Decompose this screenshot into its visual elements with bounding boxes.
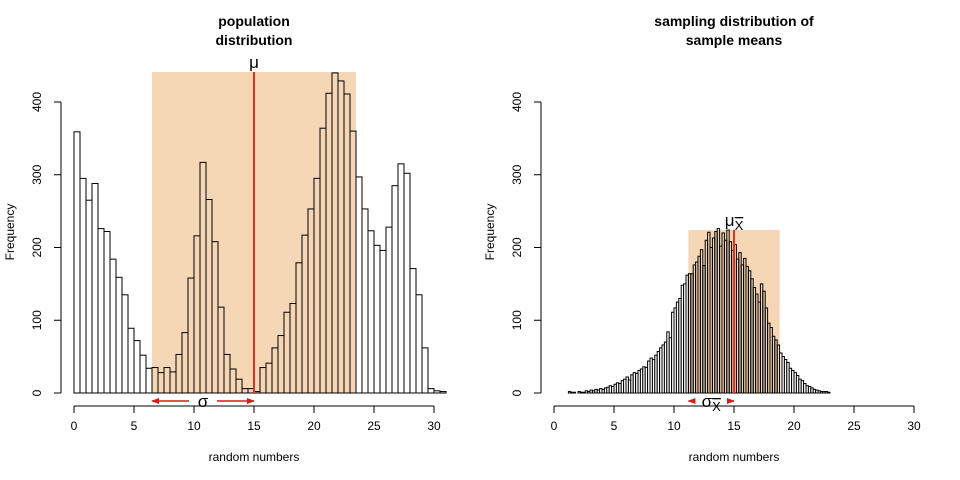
chart-title-line-2: sample means — [686, 32, 783, 48]
y-axis-label: Frequency — [3, 204, 17, 261]
y-tick-label: 300 — [510, 164, 524, 184]
sd-label: σX — [702, 392, 722, 414]
x-tick-label: 30 — [907, 419, 921, 433]
histogram-bar — [361, 208, 369, 394]
histogram-bar — [79, 177, 87, 394]
histogram-bar — [121, 294, 129, 394]
x-tick-label: 10 — [187, 419, 201, 433]
histogram-bar — [139, 354, 147, 394]
histogram-bar — [91, 182, 99, 394]
histogram-bar — [415, 294, 423, 394]
x-tick-label: 5 — [131, 419, 138, 433]
y-tick-label: 100 — [510, 310, 524, 330]
mean-marker: μ — [249, 53, 259, 393]
panel-sampling: sampling distribution of sample means μX… — [483, 13, 921, 464]
histogram-bar — [73, 131, 81, 394]
histogram-bar — [115, 276, 123, 394]
bars — [73, 72, 447, 394]
x-axis: 0 5 10 15 20 25 30 — [71, 405, 441, 433]
sd-symbol: σ — [702, 392, 713, 411]
histogram-bar — [85, 199, 93, 394]
x-axis-label: random numbers — [689, 450, 780, 464]
y-tick-label: 0 — [30, 389, 44, 396]
histogram-bar — [379, 249, 387, 394]
x-tick-label: 20 — [307, 419, 321, 433]
sd-label: σ — [198, 392, 209, 411]
x-tick-label: 15 — [247, 419, 261, 433]
x-tick-label: 5 — [611, 419, 618, 433]
sd-arrows: σ — [151, 392, 255, 411]
histogram-bar — [385, 226, 393, 394]
histogram-bar — [403, 172, 411, 394]
histogram-bar — [109, 258, 117, 394]
histogram-bar — [145, 367, 153, 394]
mean-label: μ — [249, 53, 259, 72]
histogram-bar — [355, 176, 363, 394]
histogram-bar — [397, 163, 405, 394]
histogram-bar — [572, 391, 577, 394]
histogram-bar — [827, 391, 831, 394]
x-tick-label: 0 — [551, 419, 558, 433]
mean-marker: μX — [725, 211, 744, 393]
bars — [567, 228, 831, 394]
y-tick-label: 100 — [30, 310, 44, 330]
x-tick-label: 10 — [667, 419, 681, 433]
histogram-bar — [217, 306, 225, 394]
mean-subscript: X — [735, 218, 744, 233]
chart-title-line-1: population — [218, 13, 290, 29]
x-tick-label: 15 — [727, 419, 741, 433]
chart-title-line-1: sampling distribution of — [654, 13, 814, 29]
x-axis-label: random numbers — [209, 450, 300, 464]
chart-title-line-2: distribution — [216, 32, 293, 48]
histogram-bar — [373, 244, 381, 394]
y-tick-label: 0 — [510, 389, 524, 396]
y-tick-label: 400 — [30, 92, 44, 112]
y-tick-label: 400 — [510, 92, 524, 112]
histogram-bar — [127, 327, 135, 394]
mean-label: μX — [725, 211, 744, 233]
y-axis: 0 100 200 300 400 — [30, 92, 62, 396]
histogram-bar — [439, 391, 447, 394]
x-tick-label: 0 — [71, 419, 78, 433]
histogram-bar — [391, 185, 399, 394]
histogram-bar — [421, 347, 429, 394]
histogram-bar — [133, 340, 141, 394]
histogram-bar — [433, 390, 441, 394]
sd-arrows: σX — [687, 392, 735, 414]
x-tick-label: 20 — [787, 419, 801, 433]
histogram-bar — [409, 268, 417, 394]
y-axis-label: Frequency — [483, 204, 497, 261]
histogram-bar — [97, 228, 105, 394]
x-tick-label: 25 — [367, 419, 381, 433]
y-tick-label: 200 — [510, 237, 524, 257]
panel-population: population distribution μ σ 0 5 10 15 20 25 30… — [3, 13, 447, 464]
mean-symbol: μ — [725, 211, 735, 230]
histogram-bar — [235, 378, 243, 394]
histogram-bar — [367, 230, 375, 394]
x-axis: 0 5 10 15 20 25 30 — [551, 405, 921, 433]
y-tick-label: 200 — [30, 237, 44, 257]
y-axis: 0 100 200 300 400 — [510, 92, 542, 396]
histogram-bar — [427, 388, 435, 394]
x-tick-label: 30 — [427, 419, 441, 433]
y-tick-label: 300 — [30, 164, 44, 184]
x-tick-label: 25 — [847, 419, 861, 433]
histogram-bar — [103, 230, 111, 394]
